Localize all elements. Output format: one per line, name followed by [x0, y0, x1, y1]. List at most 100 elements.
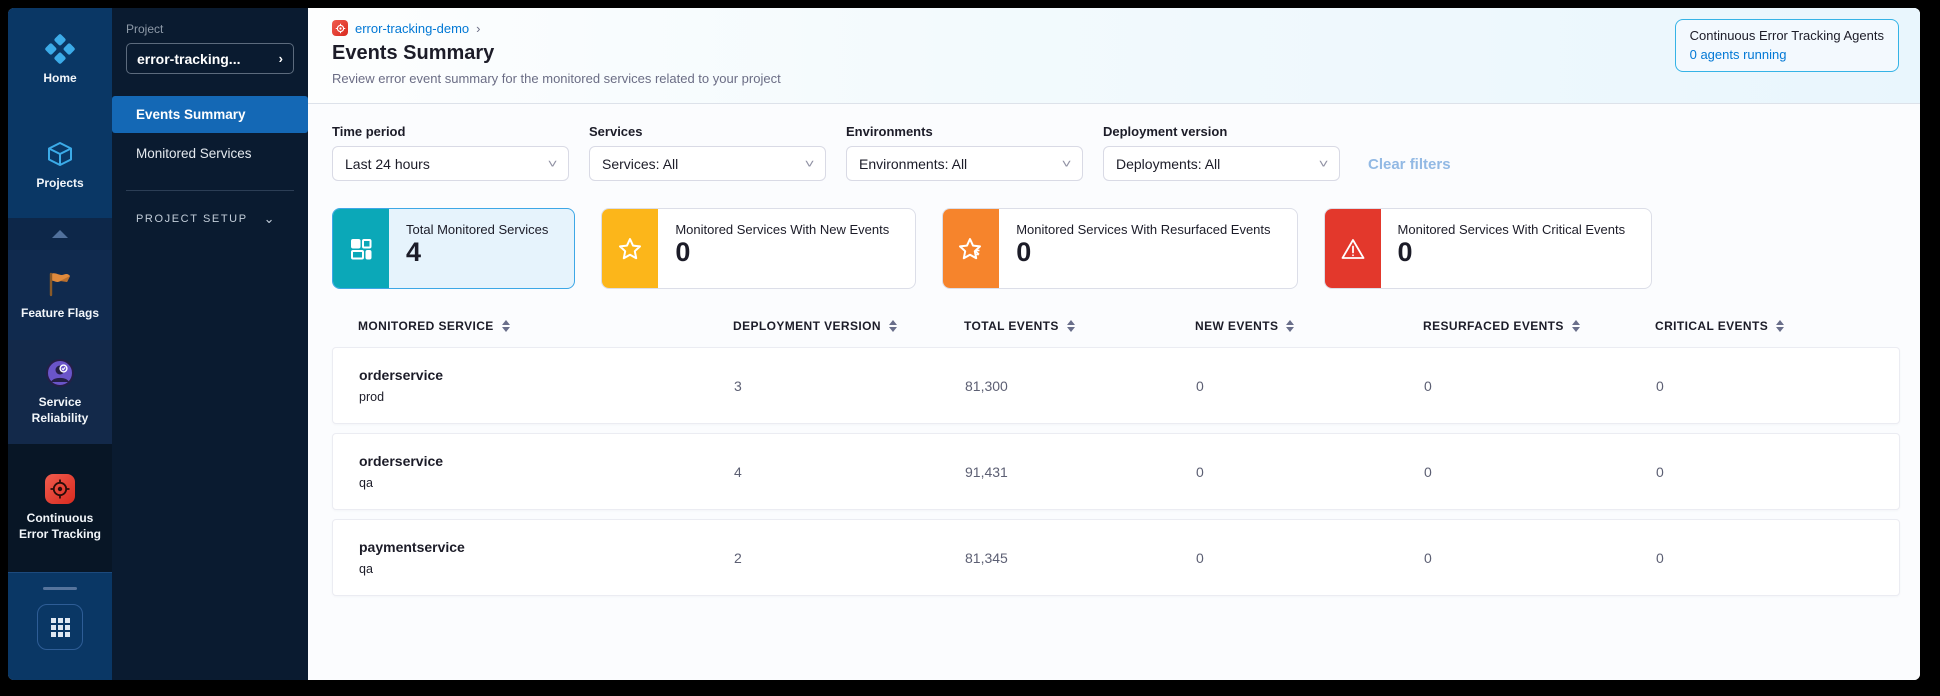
- stat-cards: Total Monitored Services 4 Monitored Ser…: [332, 208, 1896, 289]
- stat-card-critical-events[interactable]: Monitored Services With Critical Events …: [1323, 208, 1653, 289]
- deployment-version-cell: 4: [734, 463, 742, 480]
- total-events-cell: 81,345: [965, 549, 1008, 566]
- chevron-right-icon: ›: [278, 51, 283, 66]
- error-tracking-icon: [332, 20, 348, 36]
- resurfaced-events-cell: 0: [1424, 549, 1432, 566]
- resurfaced-events-cell: 0: [1424, 463, 1432, 480]
- new-events-cell: 0: [1196, 377, 1204, 394]
- project-setup-label: PROJECT SETUP: [136, 213, 248, 225]
- time-period-value: Last 24 hours: [345, 155, 430, 172]
- sidebar-item-events-summary[interactable]: Events Summary: [112, 96, 308, 133]
- sort-deployment-version[interactable]: DEPLOYMENT VERSION: [733, 319, 964, 333]
- service-environment: qa: [359, 476, 373, 490]
- new-events-cell: 0: [1196, 549, 1204, 566]
- stat-card-value: 0: [1016, 237, 1032, 267]
- module-feature-flags[interactable]: Feature Flags: [8, 250, 112, 340]
- column-label: NEW EVENTS: [1195, 319, 1279, 333]
- environments-select[interactable]: Environments: All ˅: [846, 146, 1083, 181]
- stat-card-label: Monitored Services With Critical Events: [1397, 222, 1626, 237]
- column-label: MONITORED SERVICE: [358, 319, 494, 333]
- service-cell: orderservice prod: [359, 367, 734, 404]
- stat-card-resurfaced-events[interactable]: Monitored Services With Resurfaced Event…: [942, 208, 1298, 289]
- module-projects[interactable]: Projects: [8, 113, 112, 218]
- sort-icon: [1776, 320, 1785, 332]
- clear-filters-button[interactable]: Clear filters: [1368, 156, 1451, 173]
- stat-card-label: Monitored Services With Resurfaced Event…: [1016, 222, 1271, 237]
- breadcrumb-project-link[interactable]: error-tracking-demo: [355, 20, 470, 36]
- project-setup-toggle[interactable]: PROJECT SETUP ⌄: [112, 211, 308, 227]
- critical-events-cell: 0: [1656, 463, 1664, 480]
- stat-card-label: Monitored Services With New Events: [675, 222, 890, 237]
- services-value: Services: All: [602, 155, 679, 172]
- stat-card-total-monitored[interactable]: Total Monitored Services 4: [332, 208, 576, 289]
- error-tracking-icon: [45, 473, 75, 504]
- sort-icon: [1286, 320, 1295, 332]
- module-service-reliability[interactable]: Service Reliability: [8, 340, 112, 444]
- agents-running-link[interactable]: 0 agents running: [1689, 47, 1787, 62]
- breadcrumb: error-tracking-demo ›: [332, 20, 1896, 36]
- module-error-tracking[interactable]: Continuous Error Tracking: [8, 444, 112, 572]
- filter-deployment-version: Deployment version Deployments: All ˅: [1103, 124, 1340, 181]
- sidebar-item-monitored-services[interactable]: Monitored Services: [112, 135, 308, 172]
- stat-card-label: Total Monitored Services: [406, 222, 549, 237]
- nav-resize-handle[interactable]: [43, 587, 77, 590]
- module-projects-label: Projects: [36, 176, 84, 191]
- table-row[interactable]: orderservice qa 4 91,431 0 0 0: [332, 433, 1900, 510]
- total-events-cell: 81,300: [965, 377, 1008, 394]
- project-selector-value: error-tracking...: [137, 50, 241, 67]
- services-select[interactable]: Services: All ˅: [589, 146, 826, 181]
- sort-resurfaced-events[interactable]: RESURFACED EVENTS: [1423, 319, 1655, 333]
- sidebar-item-monitored-services-label: Monitored Services: [136, 146, 252, 161]
- page-title: Events Summary: [332, 42, 495, 64]
- sort-icon: [1571, 320, 1580, 332]
- service-name: paymentservice: [359, 539, 465, 555]
- table-row[interactable]: orderservice prod 3 81,300 0 0 0: [332, 347, 1900, 424]
- chevron-down-icon: ˅: [1318, 156, 1329, 171]
- main-content: error-tracking-demo › Events Summary Rev…: [308, 8, 1920, 680]
- sort-critical-events[interactable]: CRITICAL EVENTS: [1655, 319, 1900, 333]
- content-area: Time period Last 24 hours ˅ Services Ser…: [308, 104, 1920, 605]
- chevron-up-icon: [52, 230, 68, 238]
- filter-deployment-version-label: Deployment version: [1103, 124, 1228, 139]
- column-label: CRITICAL EVENTS: [1655, 319, 1769, 333]
- stat-card-new-events[interactable]: Monitored Services With New Events 0: [601, 208, 917, 289]
- critical-events-cell: 0: [1656, 377, 1664, 394]
- module-home-label: Home: [43, 71, 77, 86]
- module-feature-flags-label: Feature Flags: [20, 305, 100, 320]
- module-service-reliability-label: Service Reliability: [31, 394, 89, 425]
- filters-bar: Time period Last 24 hours ˅ Services Ser…: [332, 124, 1896, 181]
- agents-box-title: Continuous Error Tracking Agents: [1689, 28, 1884, 43]
- project-selector[interactable]: error-tracking... ›: [126, 43, 294, 74]
- sort-monitored-service[interactable]: MONITORED SERVICE: [358, 319, 733, 333]
- table-row[interactable]: paymentservice qa 2 81,345 0 0 0: [332, 519, 1900, 596]
- all-modules-button[interactable]: [37, 604, 83, 650]
- filter-time-period-label: Time period: [332, 124, 406, 139]
- deployments-select[interactable]: Deployments: All ˅: [1103, 146, 1340, 181]
- column-label: RESURFACED EVENTS: [1423, 319, 1564, 333]
- resurfaced-events-cell: 0: [1424, 377, 1432, 394]
- page-header: error-tracking-demo › Events Summary Rev…: [308, 8, 1920, 104]
- star-refresh-icon: [943, 209, 1000, 288]
- module-home[interactable]: Home: [8, 8, 112, 113]
- home-icon: [45, 34, 75, 64]
- module-nav: Home Projects Feature Flags: [8, 8, 112, 680]
- service-name: orderservice: [359, 367, 444, 383]
- chevron-down-icon: ⌄: [263, 211, 275, 226]
- column-label: TOTAL EVENTS: [964, 319, 1059, 333]
- stat-card-value: 0: [675, 237, 691, 267]
- stat-card-value: 0: [1397, 237, 1413, 267]
- sort-new-events[interactable]: NEW EVENTS: [1195, 319, 1423, 333]
- filter-services: Services Services: All ˅: [589, 124, 826, 181]
- sidebar-item-events-summary-label: Events Summary: [136, 107, 246, 122]
- agents-status-box[interactable]: Continuous Error Tracking Agents 0 agent…: [1674, 19, 1899, 72]
- page-subtitle: Review error event summary for the monit…: [332, 71, 781, 86]
- time-period-select[interactable]: Last 24 hours ˅: [332, 146, 569, 181]
- nav-scroll-up[interactable]: [8, 218, 112, 250]
- sort-total-events[interactable]: TOTAL EVENTS: [964, 319, 1195, 333]
- environments-value: Environments: All: [859, 155, 968, 172]
- project-sidebar: Project error-tracking... › Events Summa…: [112, 8, 308, 680]
- filter-environments-label: Environments: [846, 124, 933, 139]
- total-events-cell: 91,431: [965, 463, 1008, 480]
- breadcrumb-separator: ›: [476, 20, 481, 36]
- service-cell: orderservice qa: [359, 453, 734, 490]
